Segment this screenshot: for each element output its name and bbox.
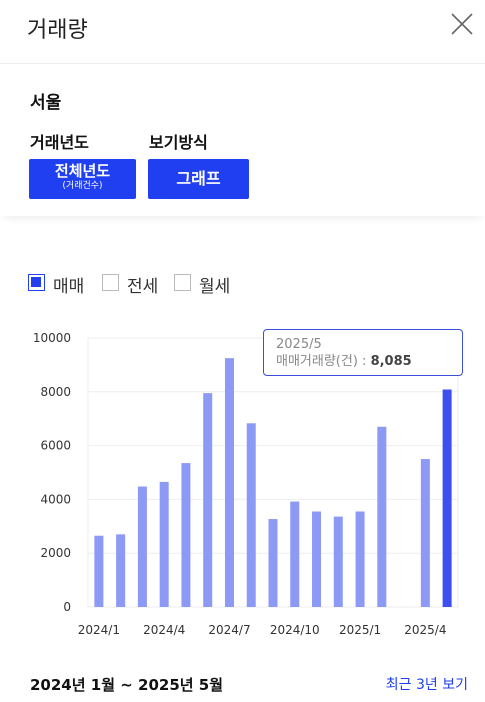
tooltip-label: 매매거래량(건) <box>276 354 358 369</box>
year-button-label: 전체년도 <box>54 162 111 180</box>
region-title: 서울 <box>30 93 62 113</box>
legend-label: 매매 <box>53 277 85 297</box>
bar <box>442 389 452 607</box>
page-title: 거래량 <box>27 18 88 43</box>
bar <box>333 516 343 607</box>
view-label: 보기방식 <box>149 133 208 152</box>
year-label: 거래년도 <box>30 133 89 152</box>
x-tick-label: 2024/7 <box>208 623 250 637</box>
tooltip-date: 2025/5 <box>276 337 322 352</box>
x-tick-label: 2024/1 <box>78 623 120 637</box>
x-tick-label: 2025/1 <box>339 623 381 637</box>
bar <box>290 501 300 607</box>
header: 거래량 <box>0 0 485 64</box>
chart-tooltip: 2025/5 매매거래량(건) : 8,085 <box>263 329 463 376</box>
x-tick-label: 2024/10 <box>270 623 320 637</box>
checkbox-icon <box>28 274 45 291</box>
year-button-sublabel: (거래건수) <box>62 181 103 191</box>
checkbox-icon <box>102 274 119 291</box>
bar <box>268 519 278 607</box>
y-tick-label: 10000 <box>33 331 71 345</box>
y-tick-label: 2000 <box>40 546 71 560</box>
bar <box>203 393 213 607</box>
bar <box>420 459 430 607</box>
y-tick-label: 4000 <box>40 492 71 506</box>
legend-label: 월세 <box>199 277 231 297</box>
checkbox-icon <box>174 274 191 291</box>
bar <box>224 358 234 607</box>
y-tick-label: 0 <box>63 600 71 614</box>
legend-label: 전세 <box>127 277 159 297</box>
bar <box>181 463 191 607</box>
volume-bar-chart: 0 2000 4000 6000 8000 10000 2024/1 2024/4 2024/7… <box>33 331 459 637</box>
bar <box>137 486 147 607</box>
bar <box>377 426 387 607</box>
tooltip-value: 8,085 <box>370 354 412 369</box>
recent-3-years-link[interactable]: 최근 3년 보기 <box>385 677 468 693</box>
y-tick-label: 6000 <box>40 439 71 453</box>
bar <box>116 534 126 607</box>
y-tick-label: 8000 <box>40 385 71 399</box>
x-tick-label: 2025/4 <box>404 623 446 637</box>
tooltip-line: 매매거래량(건) : 8,085 <box>276 353 450 370</box>
bar <box>312 511 322 607</box>
bar <box>355 511 365 607</box>
filter-panel: 서울 거래년도 보기방식 전체년도 (거래건수) 그래프 <box>0 64 485 216</box>
bar <box>159 481 169 607</box>
year-select-button[interactable]: 전체년도 (거래건수) <box>29 159 136 199</box>
bar <box>246 423 256 607</box>
tooltip-separator: : <box>357 354 371 369</box>
period-range: 2024년 1월 ~ 2025년 5월 <box>30 676 224 694</box>
view-mode-button[interactable]: 그래프 <box>148 159 249 199</box>
bar <box>94 535 104 607</box>
x-tick-label: 2024/4 <box>143 623 185 637</box>
close-icon[interactable] <box>448 10 476 38</box>
